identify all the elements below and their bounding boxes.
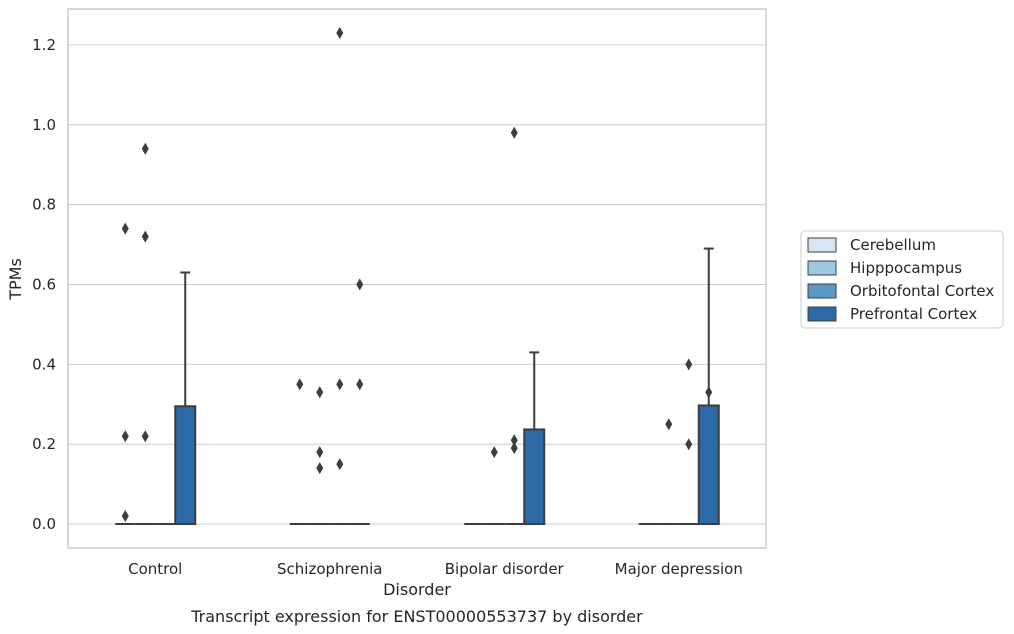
y-tick-label: 0.0	[32, 515, 56, 533]
outlier-point	[685, 358, 693, 371]
outlier-point	[316, 386, 324, 399]
y-axis-ticks: 0.0 0.2 0.4 0.6 0.8 1.0 1.2	[32, 36, 56, 533]
legend-swatch	[807, 306, 837, 322]
legend-frame	[800, 230, 1004, 329]
legend-swatch	[807, 283, 837, 299]
outlier-point	[121, 510, 129, 523]
series-cerebellum	[115, 222, 659, 526]
outlier-point	[490, 446, 498, 459]
chart-caption: Transcript expression for ENST0000055373…	[190, 607, 643, 626]
y-tick-label: 0.6	[32, 275, 56, 293]
x-tick-label: Schizophrenia	[277, 560, 382, 578]
box	[174, 405, 197, 526]
outlier-point	[141, 230, 149, 243]
series-prefrontal-cortex	[174, 247, 720, 526]
outlier-point	[336, 378, 344, 391]
y-tick-label: 1.2	[32, 36, 56, 54]
legend-swatch	[807, 260, 837, 276]
legend: Cerebellum Hipppocampus Orbitofontal Corte…	[800, 230, 1004, 329]
box	[523, 428, 546, 526]
box-series	[115, 26, 720, 526]
legend-label: Prefrontal Cortex	[850, 305, 977, 323]
outlier-point	[141, 430, 149, 443]
outlier-point	[336, 26, 344, 39]
legend-label: Hipppocampus	[850, 259, 962, 277]
legend-swatch	[807, 237, 837, 253]
legend-label: Cerebellum	[850, 236, 936, 254]
outlier-point	[121, 430, 129, 443]
outlier-point	[316, 462, 324, 475]
outlier-point	[336, 458, 344, 471]
box	[697, 404, 720, 526]
x-tick-label: Bipolar disorder	[445, 560, 565, 578]
x-axis-label: Disorder	[383, 580, 451, 599]
x-tick-label: Control	[128, 560, 182, 578]
outlier-point	[316, 446, 324, 459]
outlier-point	[296, 378, 304, 391]
outlier-point	[685, 438, 693, 451]
outlier-point	[510, 434, 518, 447]
y-tick-label: 0.8	[32, 196, 56, 214]
x-tick-label: Major depression	[615, 560, 743, 578]
x-axis-ticks: Control Schizophrenia Bipolar disorder Majo…	[128, 560, 743, 578]
outlier-point	[510, 442, 518, 455]
series-hipppocampus	[135, 142, 679, 526]
y-axis-label: TPMs	[6, 258, 25, 301]
gridlines	[68, 44, 766, 525]
legend-label: Orbitofontal Cortex	[850, 282, 994, 300]
outlier-point	[121, 222, 129, 235]
outlier-point	[665, 418, 673, 431]
outlier-point	[705, 386, 713, 399]
outlier-point	[356, 278, 364, 291]
series-orbitofontal-cortex	[155, 26, 699, 526]
y-tick-label: 0.2	[32, 435, 56, 453]
y-tick-label: 0.4	[32, 355, 56, 373]
outlier-point	[141, 142, 149, 155]
y-tick-label: 1.0	[32, 116, 56, 134]
plot-frame	[67, 8, 767, 549]
outlier-point	[356, 378, 364, 391]
outlier-point	[510, 126, 518, 139]
